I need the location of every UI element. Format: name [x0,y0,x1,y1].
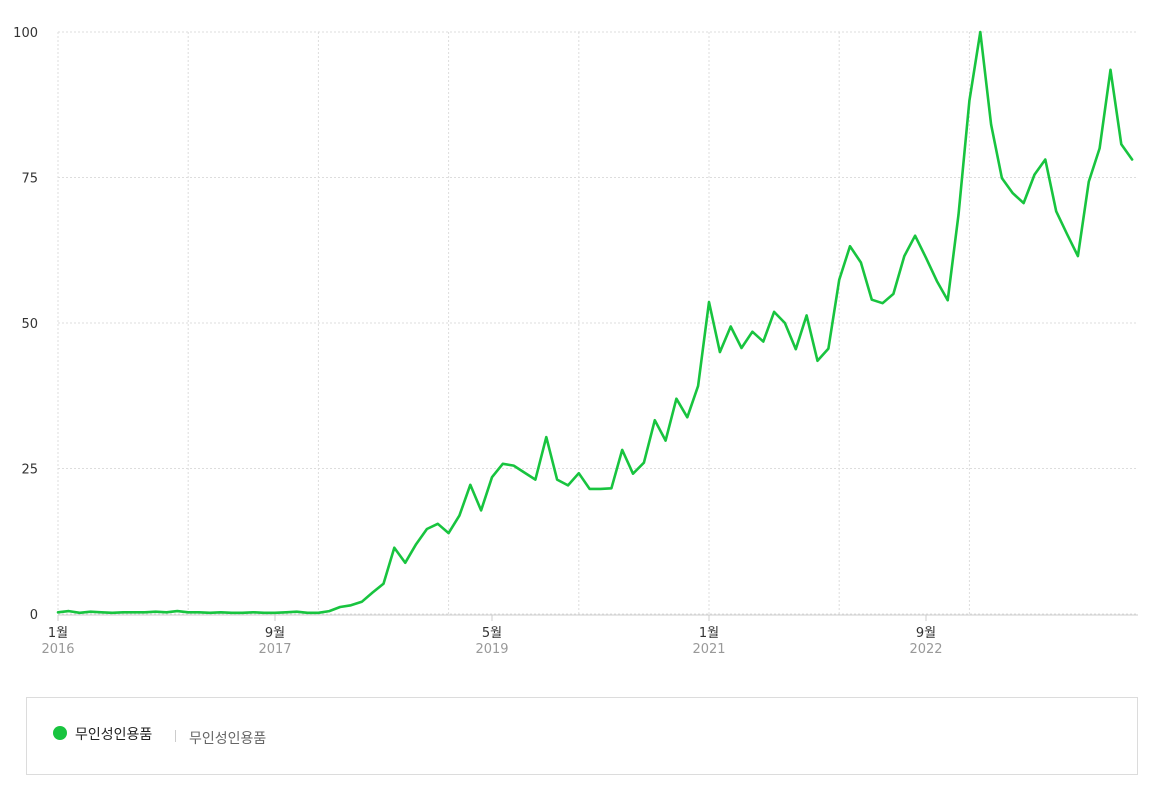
x-tick-year-label: 2016 [41,642,74,657]
series-line[interactable] [56,30,1134,615]
legend-series-name[interactable]: 무인성인용품 [75,727,153,743]
y-tick-label: 75 [21,172,38,187]
legend: 무인성인용품 무인성인용품 [26,697,1138,775]
y-tick-label: 100 [13,26,38,41]
legend-separator [175,730,176,742]
x-tick-month-label: 1월 [48,626,68,641]
series-layer [56,30,1134,615]
y-tick-label: 0 [30,608,38,623]
x-tick-year-label: 2022 [909,642,942,657]
y-tick-label: 50 [21,317,38,332]
y-tick-label: 25 [21,463,38,478]
x-tick-month-label: 9월 [265,626,285,641]
x-tick-month-label: 5월 [482,626,502,641]
x-tick-year-label: 2021 [692,642,725,657]
x-tick-year-label: 2019 [475,642,508,657]
x-tick-year-label: 2017 [258,642,291,657]
legend-search-term: 무인성인용품 [189,731,267,747]
legend-series-dot[interactable] [53,726,67,740]
x-tick-month-label: 9월 [916,626,936,641]
x-tick-month-label: 1월 [699,626,719,641]
grid-lines [57,31,1138,616]
y-axis-ticks: 0 25 50 75 100 [13,26,38,623]
